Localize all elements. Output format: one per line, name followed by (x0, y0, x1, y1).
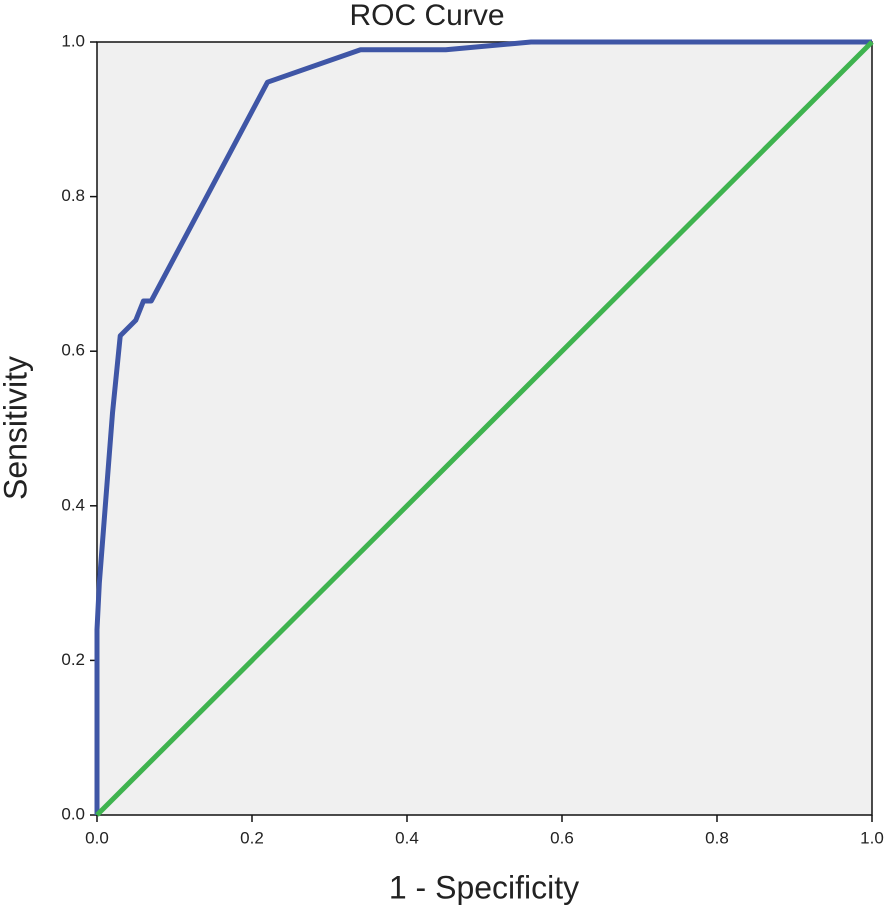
y-tick-label: 0.6 (61, 341, 85, 360)
y-tick-label: 0.2 (61, 650, 85, 669)
roc-line (95, 40, 874, 817)
chart-title: ROC Curve (349, 0, 504, 32)
x-tick-label: 1.0 (860, 828, 884, 847)
x-tick-label: 0.0 (85, 828, 109, 847)
x-axis-label: 1 - Specificity (389, 869, 579, 905)
y-tick-label: 0.4 (61, 495, 85, 514)
y-axis-label: Sensitivity (0, 356, 33, 500)
x-tick-label: 0.2 (240, 828, 264, 847)
y-tick-label: 1.0 (61, 31, 85, 50)
x-tick-label: 0.6 (550, 828, 574, 847)
y-tick-label: 0.0 (61, 804, 85, 823)
y-tick-label: 0.8 (61, 186, 85, 205)
x-tick-label: 0.8 (705, 828, 729, 847)
roc-line (94, 39, 872, 815)
x-tick-label: 0.4 (395, 828, 419, 847)
